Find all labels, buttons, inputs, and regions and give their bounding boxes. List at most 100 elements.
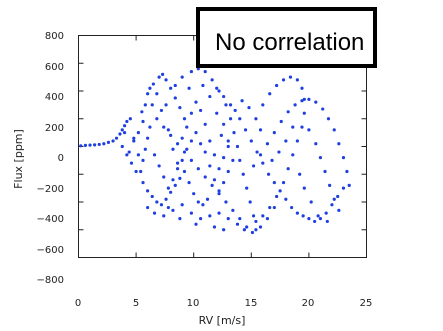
data-point bbox=[217, 192, 221, 196]
data-point bbox=[261, 214, 265, 218]
data-point bbox=[252, 164, 256, 168]
data-point bbox=[185, 147, 189, 151]
data-point bbox=[208, 139, 212, 143]
data-point bbox=[302, 186, 306, 190]
data-point bbox=[169, 190, 173, 194]
data-point bbox=[169, 86, 173, 90]
data-point bbox=[313, 219, 317, 224]
data-point bbox=[268, 92, 272, 96]
data-point bbox=[166, 205, 170, 210]
data-point bbox=[254, 228, 258, 232]
data-point bbox=[278, 189, 282, 193]
y-tick-label: −600 bbox=[37, 245, 64, 256]
data-point bbox=[241, 172, 245, 176]
data-point bbox=[140, 110, 144, 114]
data-point bbox=[222, 228, 226, 232]
data-point bbox=[272, 180, 276, 185]
data-point bbox=[146, 205, 150, 210]
x-tick-label: 10 bbox=[187, 298, 200, 309]
data-point bbox=[240, 99, 244, 103]
data-point bbox=[169, 133, 173, 137]
data-point bbox=[180, 75, 184, 79]
data-point bbox=[83, 143, 88, 147]
data-point bbox=[155, 200, 159, 204]
data-point bbox=[166, 186, 170, 190]
data-point bbox=[187, 86, 191, 90]
data-point bbox=[88, 143, 92, 147]
data-point bbox=[233, 108, 237, 113]
data-point bbox=[300, 125, 304, 129]
data-point bbox=[261, 103, 265, 107]
data-point bbox=[258, 153, 263, 157]
data-point bbox=[203, 175, 207, 179]
data-point bbox=[205, 197, 210, 201]
data-point bbox=[300, 99, 304, 103]
data-point bbox=[136, 153, 140, 157]
data-point bbox=[175, 167, 180, 171]
data-point bbox=[286, 110, 290, 114]
data-point bbox=[324, 211, 328, 215]
data-point bbox=[134, 169, 138, 174]
data-point bbox=[152, 211, 157, 215]
data-point bbox=[321, 107, 325, 111]
data-point bbox=[318, 156, 323, 160]
data-point bbox=[93, 143, 97, 147]
y-tick-label: 400 bbox=[45, 92, 64, 103]
data-point bbox=[215, 86, 219, 90]
data-point bbox=[180, 136, 184, 140]
data-point bbox=[212, 153, 217, 157]
data-point bbox=[261, 161, 265, 165]
data-point bbox=[336, 194, 340, 199]
data-point bbox=[141, 158, 145, 162]
data-point bbox=[159, 108, 164, 113]
data-point bbox=[222, 94, 226, 99]
data-point bbox=[254, 117, 258, 121]
data-point bbox=[222, 156, 226, 160]
data-point bbox=[129, 161, 134, 165]
data-point bbox=[307, 128, 311, 132]
data-point bbox=[178, 106, 182, 110]
data-point bbox=[189, 111, 193, 115]
data-point bbox=[157, 75, 161, 79]
data-point bbox=[146, 92, 150, 96]
data-point bbox=[281, 78, 286, 82]
annotation-callout: No correlation bbox=[196, 7, 377, 68]
data-point bbox=[185, 125, 189, 129]
data-point bbox=[217, 167, 221, 171]
data-point bbox=[162, 214, 166, 218]
data-point bbox=[201, 83, 205, 88]
data-point bbox=[228, 103, 233, 107]
data-point bbox=[231, 208, 235, 212]
data-point bbox=[258, 128, 263, 132]
x-tick-label: 25 bbox=[360, 298, 373, 309]
data-point bbox=[189, 139, 193, 143]
data-point bbox=[143, 103, 147, 107]
data-point bbox=[155, 92, 159, 96]
data-point bbox=[196, 167, 200, 171]
data-point bbox=[178, 176, 182, 181]
data-point bbox=[171, 208, 175, 212]
data-point bbox=[316, 214, 320, 218]
data-point bbox=[150, 194, 154, 199]
y-tick-label: 200 bbox=[45, 123, 64, 134]
data-point bbox=[180, 203, 184, 207]
data-point bbox=[171, 178, 175, 182]
y-tick-labels: 800 600 400 200 0 −200 −400 −600 −800 bbox=[37, 31, 64, 286]
data-point bbox=[208, 164, 212, 168]
data-point bbox=[106, 140, 111, 144]
y-axis-title: Flux [ppm] bbox=[12, 129, 25, 189]
data-point bbox=[245, 225, 249, 229]
data-point bbox=[132, 136, 136, 140]
data-point bbox=[307, 97, 311, 101]
data-point bbox=[258, 225, 263, 229]
data-point bbox=[224, 200, 228, 204]
data-point bbox=[248, 200, 252, 204]
data-point bbox=[120, 144, 124, 149]
y-tick-label: 0 bbox=[58, 153, 64, 164]
data-point bbox=[148, 86, 152, 90]
data-point bbox=[97, 142, 101, 147]
data-point bbox=[337, 142, 341, 146]
data-point bbox=[128, 117, 132, 121]
data-point bbox=[182, 150, 187, 154]
